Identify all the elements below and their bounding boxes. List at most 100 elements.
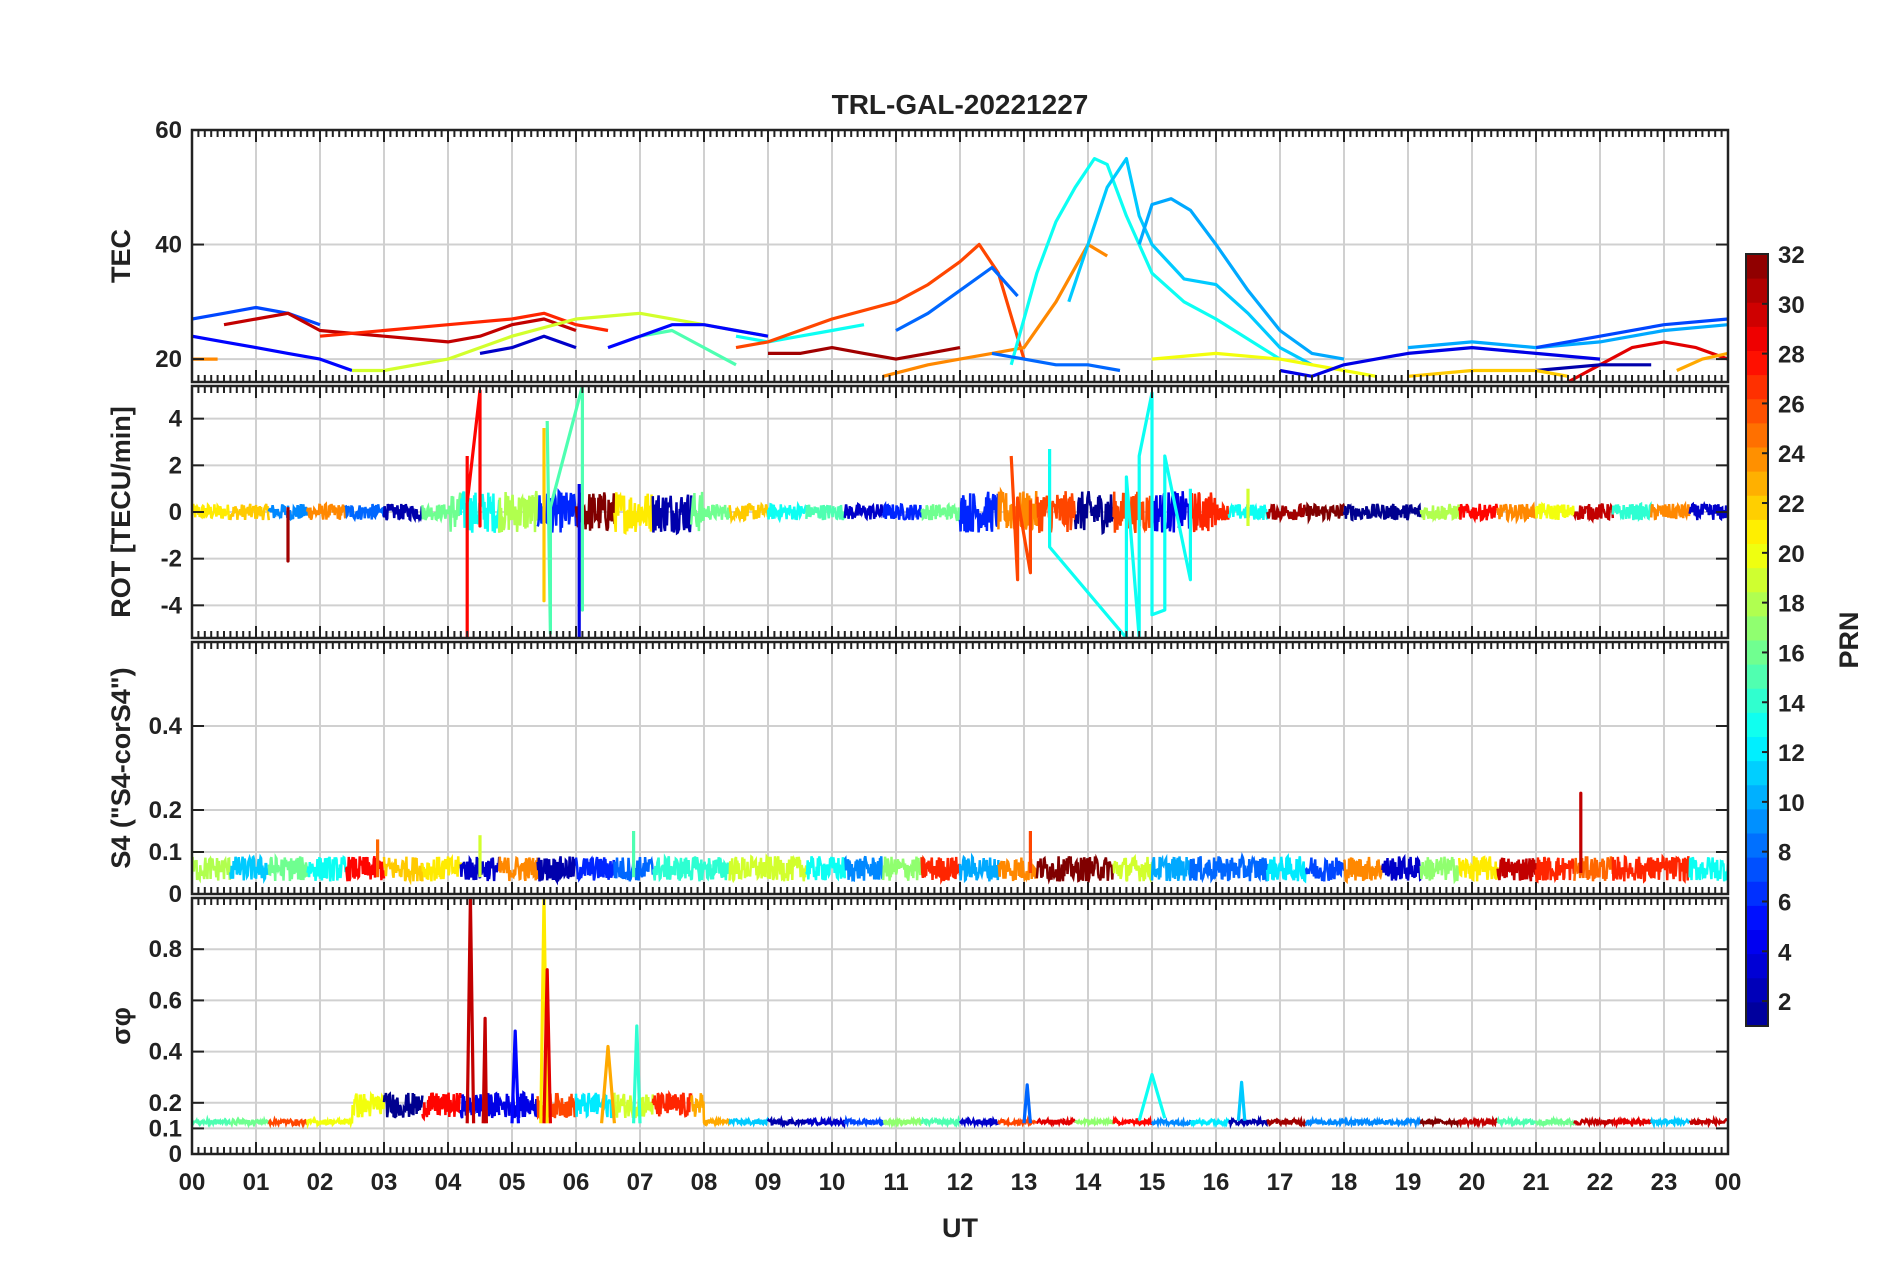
tec-series-line — [735, 242, 1026, 360]
colorbar-cell — [1746, 736, 1768, 762]
colorbar-cell — [1746, 471, 1768, 496]
colorbar-cell — [1746, 495, 1768, 520]
noise-trace — [229, 1115, 270, 1129]
x-tick-label: 16 — [1203, 1169, 1230, 1196]
tec-series-line — [1137, 197, 1345, 361]
noise-trace — [192, 1114, 232, 1128]
x-tick-label: 21 — [1523, 1169, 1550, 1196]
noise-trace — [382, 503, 424, 524]
y-tick-label: 0 — [169, 881, 182, 908]
colorbar-cell — [1746, 760, 1768, 786]
colorbar-cell — [1746, 808, 1768, 834]
noise-trace — [1265, 502, 1307, 524]
y-tick-label: 0 — [169, 1141, 182, 1168]
noise-trace — [652, 853, 693, 883]
colorbar-cell — [1746, 374, 1768, 400]
x-tick-label: 10 — [819, 1169, 846, 1196]
y-tick-label: 0.1 — [149, 839, 182, 866]
x-tick-label: 14 — [1075, 1169, 1102, 1196]
tec-series-line — [639, 328, 737, 367]
x-tick-label: 15 — [1139, 1169, 1166, 1196]
noise-trace — [574, 1092, 616, 1119]
colorbar-tick-label: 8 — [1778, 840, 1791, 867]
tec-series-line — [1407, 323, 1728, 350]
x-tick-label: 06 — [563, 1169, 590, 1196]
colorbar-cell — [1746, 905, 1768, 930]
tec-series-line — [192, 305, 321, 327]
sigma-phi-series-line — [632, 1024, 642, 1124]
y-tick-label: -2 — [161, 546, 182, 573]
colorbar-tick-label: 14 — [1778, 690, 1805, 717]
noise-trace — [1419, 1115, 1460, 1129]
noise-trace — [1342, 503, 1384, 522]
noise-trace — [1496, 1115, 1537, 1129]
noise-trace — [382, 856, 424, 886]
x-tick-label: 23 — [1651, 1169, 1678, 1196]
noise-trace — [920, 854, 962, 886]
colorbar-cell — [1746, 833, 1768, 858]
noise-trace — [421, 853, 463, 882]
noise-trace — [1688, 500, 1728, 522]
noise-trace — [613, 491, 655, 536]
x-tick-label: 13 — [1011, 1169, 1038, 1196]
tec-series-line — [1407, 368, 1569, 378]
tec-series-line — [1009, 157, 1281, 366]
colorbar-cell — [1746, 519, 1768, 544]
tec-series-line — [991, 351, 1121, 373]
noise-trace — [497, 855, 539, 882]
colorbar-cell — [1746, 326, 1768, 351]
noise-trace — [1688, 856, 1728, 882]
colorbar-tick-label: 10 — [1778, 790, 1805, 817]
noise-trace — [958, 852, 1000, 884]
tec-panel: 20 40 60 TEC — [106, 117, 1730, 384]
noise-trace — [689, 1093, 731, 1129]
tec-series-line — [1535, 363, 1652, 373]
rot-series-line — [465, 389, 482, 638]
tec-y-label: TEC — [106, 229, 136, 283]
y-tick-label: 0.4 — [149, 1039, 183, 1066]
y-tick-label: 0.6 — [149, 987, 182, 1014]
noise-trace — [1189, 856, 1231, 884]
chart-title: TRL-GAL-20221227 — [832, 89, 1089, 120]
colorbar-cell — [1746, 977, 1768, 1003]
y-tick-label: 20 — [155, 346, 182, 373]
colorbar-cell — [1746, 254, 1768, 279]
noise-trace — [766, 1114, 808, 1129]
rot-series-line — [545, 386, 584, 635]
noise-trace — [651, 1089, 693, 1118]
noise-trace — [1381, 502, 1423, 521]
colorbar-tick-label: 26 — [1778, 391, 1805, 418]
y-tick-label: 0.1 — [149, 1115, 182, 1142]
y-tick-label: 0 — [169, 499, 182, 526]
noise-trace — [1573, 1116, 1615, 1129]
tec-series-line — [223, 311, 577, 344]
y-tick-label: 40 — [155, 232, 182, 259]
y-tick-label: 0.2 — [149, 797, 182, 824]
sigma-phi-series-line — [1022, 1083, 1032, 1124]
tec-series-line — [768, 346, 961, 361]
colorbar-cell — [1746, 664, 1768, 689]
sigma-phi-y-label: σφ — [106, 1007, 136, 1045]
noise-trace — [1688, 1114, 1728, 1129]
noise-trace — [689, 856, 731, 882]
tec-series-line — [479, 334, 577, 355]
noise-trace — [267, 852, 309, 882]
noise-trace — [843, 501, 885, 522]
noise-trace — [497, 490, 539, 533]
tec-series-line — [882, 242, 1109, 378]
noise-trace — [1227, 852, 1269, 883]
y-tick-label: 2 — [169, 452, 182, 479]
noise-trace — [344, 503, 385, 523]
noise-trace — [1189, 1116, 1230, 1129]
rot-panel: -4 -2 0 2 4 ROT [TECU/min] — [106, 384, 1730, 640]
colorbar-cell — [1746, 881, 1768, 906]
colorbar-tick-label: 18 — [1778, 591, 1805, 618]
noise-trace — [1496, 501, 1538, 525]
noise-trace — [920, 1114, 962, 1129]
noise-trace — [1534, 1115, 1576, 1129]
colorbar-tick-label: 4 — [1778, 939, 1792, 966]
colorbar-cell — [1746, 640, 1768, 665]
noise-trace — [344, 1090, 386, 1129]
colorbar-tick-label: 24 — [1778, 441, 1805, 468]
